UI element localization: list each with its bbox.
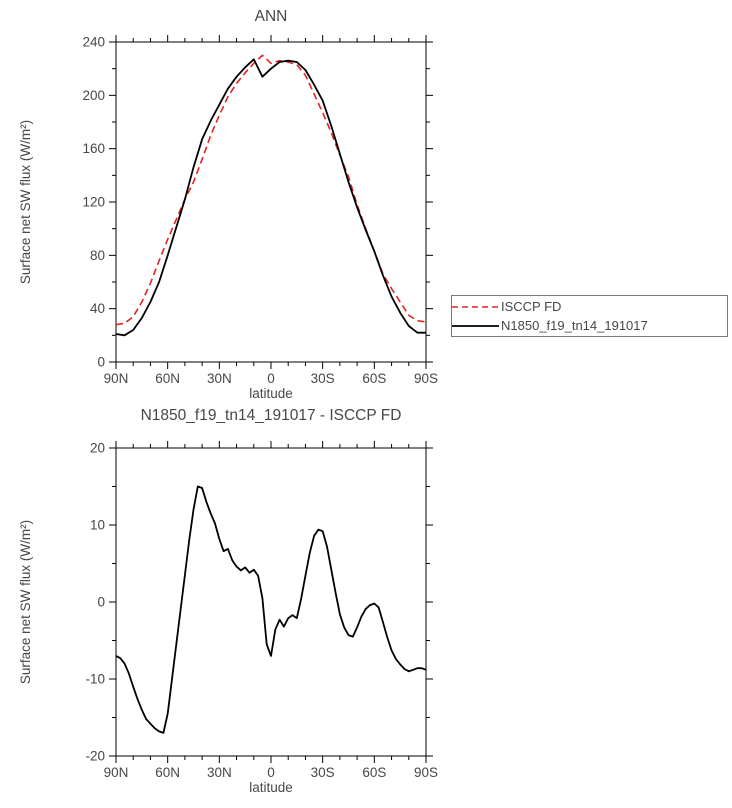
chart-title: N1850_f19_tn14_191017 - ISCCP FD: [141, 407, 402, 424]
y-tick-label: 0: [97, 595, 105, 610]
y-tick-label: 80: [90, 248, 105, 263]
series-line: [115, 58, 426, 337]
x-tick-label: 30N: [207, 765, 232, 780]
y-tick-label: -10: [85, 672, 105, 687]
x-axis-label: latitude: [249, 780, 293, 795]
plot-frame: [115, 41, 427, 363]
y-axis-label: Surface net SW flux (W/m²): [18, 520, 33, 684]
legend-label-isccp-fd: ISCCP FD: [501, 299, 562, 314]
legend-item-model: N1850_f19_tn14_191017: [452, 316, 727, 335]
legend-item-isccp-fd: ISCCP FD: [452, 297, 727, 316]
y-tick-label: 20: [90, 441, 105, 456]
x-tick-label: 30S: [311, 371, 335, 386]
series-line: [115, 485, 427, 734]
x-tick-label: 90N: [104, 371, 129, 386]
legend: ISCCP FD N1850_f19_tn14_191017: [451, 295, 728, 337]
x-tick-label: 90S: [414, 765, 438, 780]
chart-title: ANN: [255, 8, 288, 25]
legend-line-solid-black-icon: [452, 324, 499, 327]
x-tick-label: 90N: [104, 765, 129, 780]
x-tick-label: 60N: [155, 765, 180, 780]
y-tick-label: 10: [90, 518, 105, 533]
y-tick-label: 160: [82, 141, 105, 156]
x-tick-label: 90S: [414, 371, 438, 386]
x-tick-label: 60S: [362, 765, 386, 780]
y-tick-label: -20: [85, 749, 105, 764]
x-tick-label: 30S: [311, 765, 335, 780]
y-tick-label: 240: [82, 35, 105, 50]
chart-ann-surface-net-sw-flux: 90N 60N 30N 0 30S 60S 90S 0 40 80 120 160 200 240 ANN l…: [18, 8, 438, 401]
y-tick-label: 40: [90, 301, 105, 316]
plot-frame: [115, 447, 427, 757]
series-line: [115, 54, 427, 326]
legend-line-dashed-red-icon: [452, 305, 499, 308]
x-tick-label: 60S: [362, 371, 386, 386]
x-tick-label: 0: [267, 765, 275, 780]
x-tick-label: 30N: [207, 371, 232, 386]
x-tick-label: 60N: [155, 371, 180, 386]
x-axis-label: latitude: [249, 386, 293, 401]
y-axis-label: Surface net SW flux (W/m²): [18, 120, 33, 284]
legend-label-model: N1850_f19_tn14_191017: [501, 318, 648, 333]
chart-difference-model-minus-isccp: 90N 60N 30N 0 30S 60S 90S -20 -10 0 10 20 N1850_f19_…: [18, 407, 438, 795]
x-tick-label: 0: [267, 371, 275, 386]
y-tick-label: 0: [97, 355, 105, 370]
y-tick-label: 120: [82, 195, 105, 210]
y-tick-label: 200: [82, 88, 105, 103]
